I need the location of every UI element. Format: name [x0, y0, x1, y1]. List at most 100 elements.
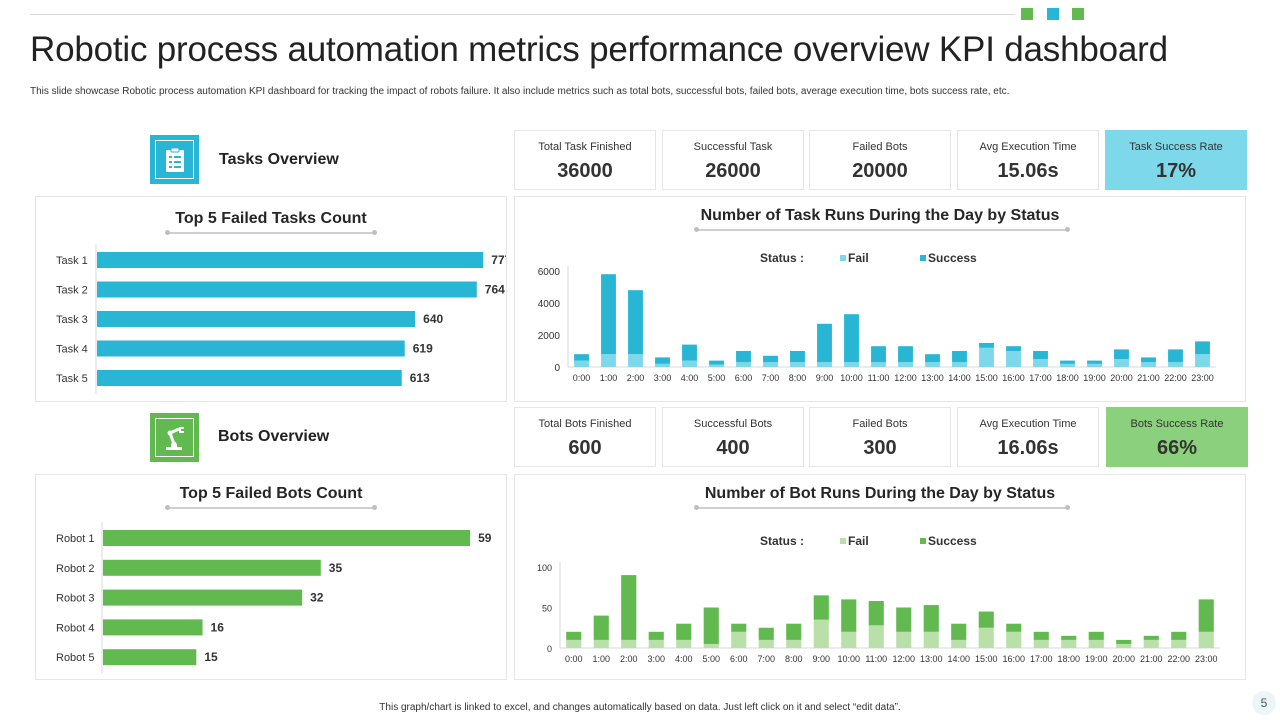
page-title: Robotic process automation metrics perfo…: [30, 30, 1168, 69]
legend-swatch: [920, 538, 926, 544]
x-tick-label: 8:00: [789, 373, 807, 383]
bar-segment: [1006, 351, 1021, 367]
bar: [97, 340, 405, 357]
bar-segment: [1033, 351, 1048, 359]
chart-title: Number of Task Runs During the Day by St…: [700, 207, 1060, 224]
x-tick-label: 7:00: [757, 654, 775, 664]
legend-title: Status :: [760, 251, 804, 265]
x-tick-label: 5:00: [708, 373, 726, 383]
x-tick-label: 13:00: [920, 654, 943, 664]
kpi-bots-success-rate: Bots Success Rate 66%: [1106, 407, 1248, 467]
bar: [97, 281, 477, 298]
bar-segment: [593, 615, 609, 640]
x-tick-label: 4:00: [681, 373, 699, 383]
x-tick-label: 10:00: [840, 373, 863, 383]
bar-segment: [1033, 359, 1048, 367]
bar-segment: [979, 347, 994, 367]
x-tick-label: 11:00: [868, 373, 890, 383]
bar-segment: [844, 314, 859, 363]
bar-segment: [923, 605, 939, 632]
x-tick-label: 12:00: [894, 373, 917, 383]
x-tick-label: 8:00: [785, 654, 803, 664]
y-tick-label: 0: [547, 644, 552, 654]
bar-segment: [841, 599, 857, 632]
bar-segment: [1168, 362, 1183, 367]
bar-segment: [1195, 341, 1210, 355]
bot-runs-chart: Status : Fail Success 0 50 100 0:00 1:00 2:00 3:0…: [537, 534, 1220, 664]
bar-segment: [736, 351, 751, 363]
category-label: Robot 5: [56, 652, 95, 664]
page-subtitle: This slide showcase Robotic process auto…: [30, 86, 1010, 97]
kpi-label: Failed Bots: [852, 418, 908, 430]
page-number: 5: [1252, 691, 1276, 715]
chart-title: Top 5 Failed Tasks Count: [175, 210, 367, 227]
legend-swatch: [840, 255, 846, 261]
task-runs-chart: Status : Fail Success 0 2000 4000 6000 0:00 1:00…: [538, 251, 1216, 383]
category-label: Task 3: [56, 314, 88, 326]
bar-segment: [648, 639, 664, 648]
bar-segment: [709, 360, 724, 365]
bar-segment: [1114, 359, 1129, 367]
top-rule: [30, 14, 1015, 15]
legend-label: Fail: [848, 251, 869, 265]
bar-segment: [566, 631, 582, 640]
bar-segment: [1141, 362, 1156, 367]
bar-segment: [731, 623, 747, 632]
x-tick-label: 20:00: [1112, 654, 1135, 664]
legend-title: Status :: [760, 534, 804, 548]
x-tick-label: 2:00: [620, 654, 638, 664]
bar-segment: [1060, 360, 1075, 364]
kpi-value: 26000: [705, 160, 761, 182]
bar-segment: [898, 362, 913, 367]
bar-segment: [1195, 354, 1210, 367]
x-tick-label: 21:00: [1140, 654, 1163, 664]
bar-segment: [1116, 643, 1132, 648]
task-runs-panel: Number of Task Runs During the Day by St…: [514, 196, 1246, 402]
clipboard-icon: [165, 147, 184, 172]
x-tick-label: 11:00: [865, 654, 887, 664]
kpi-value: 66%: [1156, 437, 1198, 459]
x-tick-label: 1:00: [592, 654, 610, 664]
kpi-failed-bots: Failed Bots 300: [809, 407, 951, 467]
bar-segment: [566, 639, 582, 648]
bar-segment: [676, 639, 692, 648]
x-tick-label: 23:00: [1191, 373, 1214, 383]
x-tick-label: 17:00: [1030, 654, 1053, 664]
category-label: Robot 2: [56, 563, 95, 575]
x-tick-label: 23:00: [1195, 654, 1218, 664]
data-label: 16: [211, 620, 225, 634]
bar-segment: [676, 623, 692, 640]
x-tick-label: 18:00: [1056, 373, 1079, 383]
bar-segment: [703, 607, 719, 644]
data-label: 764: [485, 283, 505, 297]
kpi-successful-task: Successful Task 26000: [662, 130, 804, 190]
title-rule: [694, 505, 1070, 510]
kpi-value: 15.06s: [997, 160, 1059, 182]
x-tick-label: 17:00: [1029, 373, 1052, 383]
data-label: 619: [413, 342, 433, 356]
bar-segment: [1033, 631, 1049, 640]
x-tick-label: 13:00: [921, 373, 944, 383]
bar-segment: [951, 623, 967, 640]
bar-segment: [1087, 360, 1102, 364]
decor-square: [1072, 8, 1084, 20]
kpi-label: Bots Success Rate: [1130, 418, 1224, 430]
bar-segment: [1171, 639, 1187, 648]
bar: [103, 619, 203, 636]
x-tick-label: 7:00: [762, 373, 780, 383]
bar-segment: [813, 619, 829, 648]
bar-segment: [703, 643, 719, 648]
bar-segment: [896, 631, 912, 648]
bar-segment: [1168, 349, 1183, 363]
kpi-value: 300: [863, 437, 897, 459]
y-tick-label: 50: [542, 604, 552, 614]
bar: [103, 559, 321, 576]
bar-segment: [978, 627, 994, 648]
x-tick-label: 22:00: [1167, 654, 1190, 664]
data-label: 613: [410, 371, 430, 385]
bar-segment: [1033, 639, 1049, 648]
kpi-label: Successful Task: [693, 141, 773, 153]
y-tick-label: 2000: [538, 331, 561, 342]
bar-segment: [841, 631, 857, 648]
kpi-avg-execution-time: Avg Execution Time 16.06s: [957, 407, 1099, 467]
